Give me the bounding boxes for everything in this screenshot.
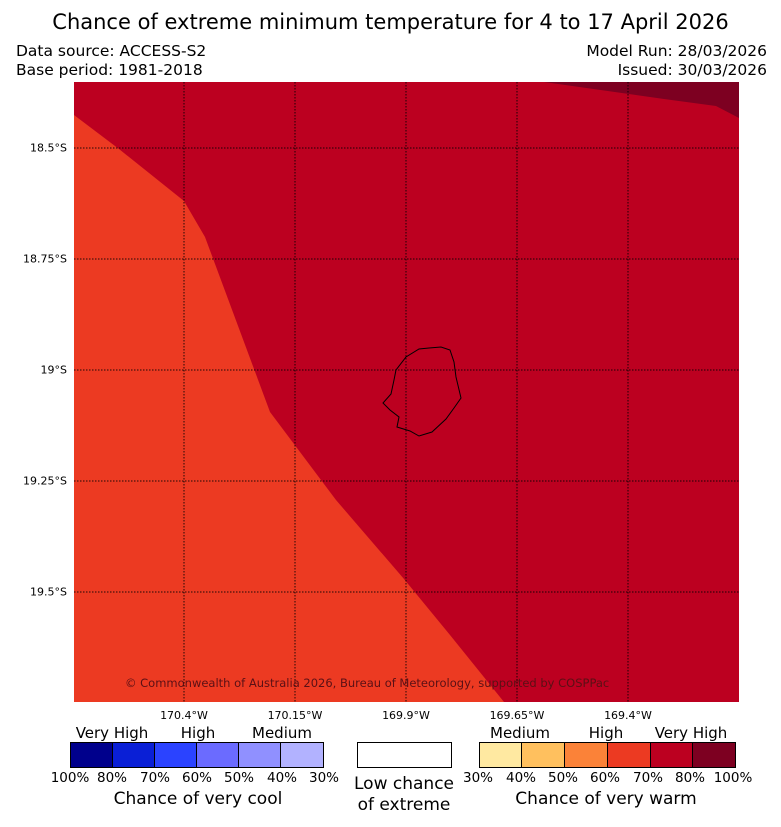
lon-label-3: 169.9°W bbox=[382, 709, 430, 722]
low-chance-line-1: Low chance bbox=[354, 774, 454, 794]
cool-level-medium: Medium bbox=[252, 724, 312, 742]
cool-swatch-2 bbox=[113, 743, 155, 767]
warm-level-high: High bbox=[588, 724, 624, 742]
lat-label-3: 19°S bbox=[40, 363, 67, 377]
cool-pct-50: 50% bbox=[223, 770, 255, 786]
lat-label-4: 19.25°S bbox=[23, 474, 67, 488]
region-high-60-70 bbox=[74, 115, 504, 702]
model-run: Model Run: 28/03/2026 bbox=[586, 42, 767, 60]
cool-swatch-3 bbox=[155, 743, 197, 767]
warm-swatch-3 bbox=[565, 743, 608, 767]
data-source: Data source: ACCESS-S2 bbox=[16, 42, 207, 60]
warm-pct-100: 100% bbox=[713, 770, 753, 786]
cool-swatch-6 bbox=[281, 743, 323, 767]
warm-swatch-1 bbox=[480, 743, 522, 767]
warm-pct-60: 60% bbox=[589, 770, 621, 786]
island-coastline bbox=[382, 346, 462, 437]
warm-swatch-bar bbox=[479, 742, 736, 768]
base-period: Base period: 1981-2018 bbox=[16, 61, 203, 79]
copyright-notice: © Commonwealth of Australia 2026, Bureau… bbox=[125, 676, 610, 690]
lon-label-4: 169.65°W bbox=[489, 709, 545, 722]
map-title: Chance of extreme minimum temperature fo… bbox=[52, 10, 729, 34]
cool-level-very-high: Very High bbox=[75, 724, 149, 742]
cool-pct-40: 40% bbox=[266, 770, 298, 786]
meta-right: Model Run: 28/03/2026 Issued: 30/03/2026 bbox=[586, 42, 767, 80]
low-chance-caption: Low chance of extreme bbox=[354, 774, 454, 816]
grid-lines bbox=[74, 82, 739, 702]
cool-swatch-4 bbox=[197, 743, 239, 767]
lat-label-2: 18.75°S bbox=[23, 252, 67, 266]
lon-label-2: 170.15°W bbox=[267, 709, 323, 722]
region-very-high-80-100 bbox=[544, 82, 739, 118]
warm-swatch-5 bbox=[651, 743, 693, 767]
lon-label-5: 169.4°W bbox=[604, 709, 652, 722]
cool-pct-80: 80% bbox=[96, 770, 128, 786]
low-chance-line-2: of extreme bbox=[357, 795, 451, 815]
warm-pct-70: 70% bbox=[632, 770, 664, 786]
cool-swatch-bar bbox=[70, 742, 324, 768]
cool-pct-100: 100% bbox=[50, 770, 90, 786]
warm-level-very-high: Very High bbox=[654, 724, 728, 742]
cool-swatch-5 bbox=[239, 743, 281, 767]
forecast-map[interactable] bbox=[74, 82, 739, 702]
cool-swatch-1 bbox=[71, 743, 113, 767]
issued-date: Issued: 30/03/2026 bbox=[617, 61, 767, 79]
cool-pct-30: 30% bbox=[308, 770, 340, 786]
warm-pct-50: 50% bbox=[547, 770, 579, 786]
warm-caption: Chance of very warm bbox=[515, 789, 697, 809]
map-canvas bbox=[74, 82, 739, 702]
warm-pct-80: 80% bbox=[674, 770, 706, 786]
low-chance-swatch bbox=[357, 742, 452, 768]
lat-label-5: 19.5°S bbox=[30, 585, 67, 599]
lat-label-1: 18.5°S bbox=[30, 141, 67, 155]
warm-pct-40: 40% bbox=[505, 770, 537, 786]
warm-swatch-2 bbox=[522, 743, 565, 767]
warm-pct-30: 30% bbox=[462, 770, 494, 786]
warm-level-medium: Medium bbox=[490, 724, 550, 742]
meta-left: Data source: ACCESS-S2 Base period: 1981… bbox=[16, 42, 206, 80]
cool-pct-70: 70% bbox=[139, 770, 171, 786]
cool-pct-60: 60% bbox=[181, 770, 213, 786]
cool-caption: Chance of very cool bbox=[113, 789, 283, 809]
warm-swatch-6 bbox=[693, 743, 735, 767]
cool-level-high: High bbox=[180, 724, 216, 742]
warm-swatch-4 bbox=[608, 743, 651, 767]
lon-label-1: 170.4°W bbox=[160, 709, 208, 722]
